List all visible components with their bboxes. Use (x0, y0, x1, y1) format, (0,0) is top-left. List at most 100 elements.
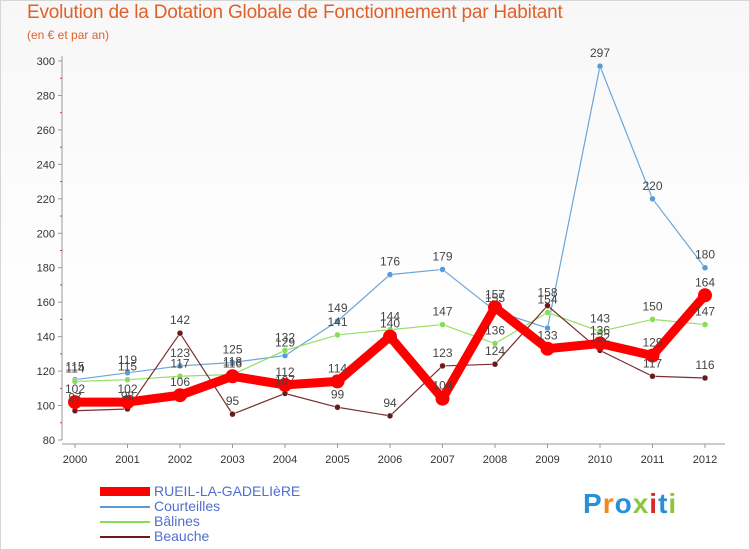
data-label-2: 144 (380, 310, 400, 324)
data-label-1: 297 (590, 46, 610, 60)
data-point-3 (649, 373, 656, 380)
x-tick-label: 2012 (693, 454, 717, 466)
y-tick-label: 280 (37, 90, 55, 102)
data-label-1: 149 (327, 301, 347, 315)
data-point-0 (120, 395, 135, 410)
data-point-1 (334, 317, 341, 325)
data-label-1: 155 (485, 291, 505, 305)
data-point-1 (124, 369, 131, 377)
data-label-2: 114 (65, 361, 84, 375)
data-label-0: 136 (590, 324, 610, 338)
data-label-0: 116 (223, 356, 242, 370)
x-tick-label: 2007 (430, 454, 454, 466)
data-label-0: 164 (695, 275, 715, 289)
x-tick-label: 2011 (641, 454, 665, 466)
data-point-0 (540, 341, 555, 356)
data-point-2 (596, 328, 604, 335)
data-label-0: 104 (432, 379, 452, 393)
x-tick-label: 2008 (483, 454, 507, 466)
chart-subtitle: (en € et par an) (27, 28, 110, 42)
data-point-1 (229, 359, 236, 366)
y-tick-label: 220 (37, 194, 55, 206)
data-point-0 (68, 395, 82, 410)
data-point-3 (491, 360, 499, 368)
x-tick-label: 2001 (115, 454, 139, 466)
data-point-3 (439, 362, 446, 370)
data-label-3: 95 (226, 394, 240, 408)
data-label-0: 140 (380, 317, 400, 331)
data-label-2: 132 (275, 330, 295, 344)
logo-letter: o (614, 488, 633, 519)
data-point-2 (649, 316, 656, 323)
data-label-2: 117 (170, 356, 189, 370)
x-tick-label: 2000 (63, 454, 87, 466)
data-label-3: 124 (485, 344, 505, 358)
data-point-1 (439, 266, 446, 273)
x-tick-label: 2002 (168, 454, 192, 466)
data-label-2: 147 (695, 305, 715, 319)
y-tick-label: 140 (37, 332, 55, 344)
data-point-3 (176, 329, 184, 337)
y-tick-label: 120 (37, 366, 55, 378)
data-point-2 (281, 347, 289, 354)
data-label-1: 123 (170, 346, 190, 360)
legend-item-beauche: Beauche (100, 529, 300, 544)
data-label-2: 143 (590, 311, 610, 325)
data-label-2: 154 (537, 293, 557, 307)
data-point-2 (176, 373, 184, 380)
legend-label-balines: Bâlines (154, 513, 200, 529)
chart-title: Evolution de la Dotation Globale de Fonc… (27, 2, 563, 23)
data-point-3 (334, 404, 341, 411)
legend-label-courteilles: Courteilles (154, 498, 221, 514)
data-point-2 (491, 340, 499, 347)
data-label-0: 102 (65, 382, 85, 396)
data-label-3: 116 (695, 358, 714, 372)
data-point-3 (229, 410, 236, 418)
data-point-3 (386, 412, 394, 420)
data-label-3: 107 (275, 373, 295, 387)
y-tick-label: 160 (37, 297, 55, 309)
y-tick-label: 100 (37, 401, 55, 413)
data-point-1 (386, 271, 394, 278)
data-label-1: 220 (642, 179, 662, 193)
data-label-0: 129 (642, 336, 662, 350)
data-label-1: 176 (380, 255, 400, 269)
data-label-2: 118 (223, 355, 242, 369)
data-label-3: 132 (590, 330, 610, 344)
x-tick-label: 2010 (588, 454, 612, 466)
data-label-2: 115 (118, 360, 137, 374)
data-label-0: 102 (117, 382, 137, 396)
chart-legend: RUEIL-LA-GADELIèRE Courteilles Bâlines B… (100, 484, 300, 544)
data-point-1 (176, 362, 184, 370)
data-label-3: 123 (432, 346, 452, 360)
data-point-2 (124, 376, 131, 383)
legend-swatch-beauche (100, 536, 150, 538)
data-point-0 (278, 377, 292, 392)
x-tick-label: 2009 (535, 454, 559, 466)
data-label-0: 157 (485, 287, 505, 301)
proxiti-logo: Proxiti (583, 488, 677, 520)
data-label-0: 133 (537, 329, 557, 343)
data-label-0: 106 (170, 375, 190, 389)
data-point-0 (330, 374, 345, 389)
data-label-3: 117 (643, 356, 662, 370)
data-label-1: 115 (65, 360, 84, 374)
data-point-1 (701, 264, 709, 271)
x-tick-label: 2003 (220, 454, 244, 466)
data-point-0 (645, 348, 660, 363)
legend-label-beauche: Beauche (154, 528, 210, 544)
data-point-2 (701, 321, 709, 328)
x-tick-label: 2004 (273, 454, 297, 466)
data-point-1 (596, 62, 604, 70)
data-point-3 (544, 302, 551, 309)
data-label-1: 180 (695, 248, 715, 262)
data-label-0: 112 (275, 365, 294, 379)
data-label-3: 94 (383, 396, 397, 410)
data-point-0 (173, 388, 187, 403)
data-label-1: 179 (432, 249, 452, 263)
data-point-2 (71, 378, 79, 385)
logo-letter: x (632, 488, 650, 519)
data-label-3: 99 (331, 387, 345, 401)
legend-label-rueil: RUEIL-LA-GADELIèRE (154, 483, 301, 499)
